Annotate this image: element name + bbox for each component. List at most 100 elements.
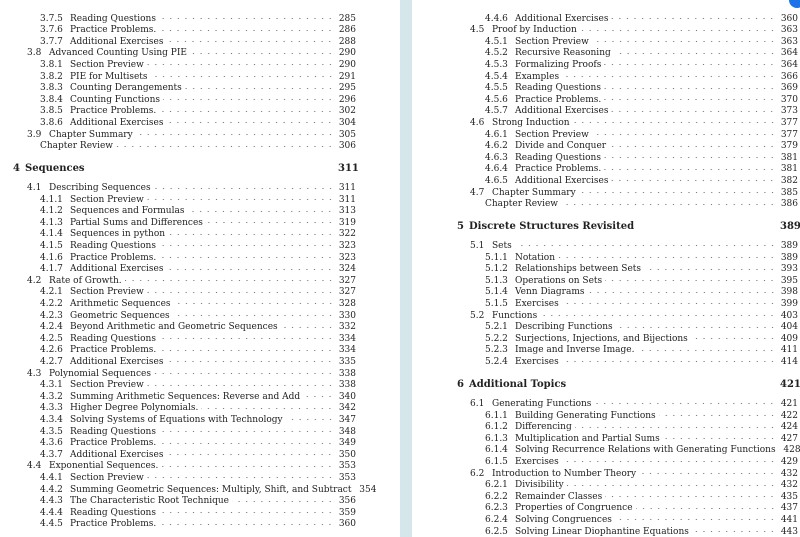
toc-subsection-entry[interactable]: 5.1.1 Notation 389 [412, 248, 798, 263]
toc-subsection-entry[interactable]: 4.5.4 Examples 366 [412, 66, 798, 82]
toc-subsection-entry[interactable]: 4.1.7 Additional Exercises 324 [0, 259, 356, 274]
entry-number: 5.1.1 [485, 252, 508, 263]
toc-subsection-entry[interactable]: 4.1.2 Sequences and Formulas 313 [0, 201, 356, 216]
toc-subsection-entry[interactable]: 3.8.1 Section Preview 290 [0, 55, 356, 70]
toc-section-entry[interactable]: 4.2 Rate of Growth. 327 [0, 271, 356, 286]
toc-subsection-entry[interactable]: 4.5.1 Section Preview 363 [412, 32, 798, 47]
toc-section-entry[interactable]: 4.4 Exponential Sequences. 353 [0, 456, 356, 471]
toc-subsection-entry[interactable]: 4.2.3 Geometric Sequences 330 [0, 306, 356, 321]
toc-subsection-entry[interactable]: 3.7.6 Practice Problems. 286 [0, 20, 356, 35]
toc-subsection-entry[interactable]: 4.4.5 Practice Problems. 360 [0, 514, 356, 529]
toc-subsection-entry[interactable]: 5.1.4 Venn Diagrams 398 [412, 282, 798, 297]
dot-leader [562, 66, 776, 79]
toc-section-entry[interactable]: 4.5 Proof by Induction 363 [412, 20, 798, 35]
toc-chapter-review-entry[interactable]: Chapter Review 306 [0, 136, 356, 151]
toc-subsection-entry[interactable]: 4.1.4 Sequences in python 322 [0, 224, 356, 239]
toc-subsection-entry[interactable]: 4.3.7 Additional Exercises 350 [0, 445, 356, 460]
toc-subsection-entry[interactable]: 6.2.3 Properties of Congruence 437 [412, 498, 798, 513]
toc-subsection-entry[interactable]: 6.2.4 Solving Congruences 441 [412, 510, 798, 525]
toc-subsection-entry[interactable]: 4.3.4 Solving Systems of Equations with T… [0, 410, 356, 425]
toc-subsection-entry[interactable]: 6.1.5 Exercises 429 [412, 452, 798, 467]
toc-subsection-entry[interactable]: 3.8.5 Practice Problems. 302 [0, 101, 356, 116]
entry-page-number: 360 [338, 519, 356, 530]
toc-subsection-entry[interactable]: 3.8.4 Counting Functions 296 [0, 90, 356, 105]
toc-subsection-entry[interactable]: 4.3.5 Reading Questions 348 [0, 421, 356, 437]
toc-subsection-entry[interactable]: 6.1.4 Solving Recurrence Relations with G… [412, 441, 800, 455]
toc-subsection-entry[interactable]: 4.1.5 Reading Questions 323 [0, 236, 356, 251]
entry-title: Solving Systems of Equations with Techno… [70, 414, 283, 425]
entry-page-number: 330 [338, 310, 356, 321]
toc-subsection-entry[interactable]: 4.2.4 Beyond Arithmetic and Geometric Seq… [0, 317, 356, 332]
toc-subsection-entry[interactable]: 4.3.6 Practice Problems. 349 [0, 433, 356, 448]
toc-section-entry[interactable]: 5.2 Functions 403 [412, 306, 798, 321]
toc-subsection-entry[interactable]: 4.5.3 Formalizing Proofs 364 [412, 55, 798, 70]
pdf-page-left: 3.7.5 Reading Questions 285 3.7.6 Practice P… [0, 0, 400, 537]
toc-section-entry[interactable]: 3.9 Chapter Summary 305 [0, 124, 356, 140]
toc-subsection-entry[interactable]: 5.1.5 Exercises 399 [412, 294, 798, 309]
toc-section-entry[interactable]: 5.1 Sets 389 [412, 236, 798, 251]
toc-subsection-entry[interactable]: 4.3.1 Section Preview 338 [0, 375, 356, 390]
toc-subsection-entry[interactable]: 4.6.1 Section Preview 377 [412, 124, 798, 140]
toc-subsection-entry[interactable]: 4.4.6 Additional Exercises 360 [412, 9, 798, 24]
floating-action-button[interactable] [789, 0, 800, 8]
toc-subsection-entry[interactable]: 4.3.3 Higher Degree Polynomials. 342 [0, 398, 356, 413]
toc-section-entry[interactable]: 3.8 Advanced Counting Using PIE 290 [0, 43, 356, 58]
toc-subsection-entry[interactable]: 3.7.7 Additional Exercises 288 [0, 32, 356, 47]
toc-section-entry[interactable]: 4.1 Describing Sequences 311 [0, 178, 356, 193]
entry-number: 4.5.5 [485, 83, 508, 94]
toc-subsection-entry[interactable]: 4.5.5 Reading Questions 369 [412, 78, 798, 93]
toc-subsection-entry[interactable]: 3.8.6 Additional Exercises 304 [0, 113, 356, 128]
toc-chapter-entry[interactable]: 4 Sequences 311 [0, 160, 359, 174]
toc-subsection-entry[interactable]: 5.2.3 Image and Inverse Image. 411 [412, 340, 798, 355]
toc-subsection-entry[interactable]: 4.6.2 Divide and Conquer 379 [412, 136, 798, 151]
toc-subsection-entry[interactable]: 4.6.4 Practice Problems. 381 [412, 159, 798, 174]
toc-subsection-entry[interactable]: 4.2.5 Reading Questions 334 [0, 329, 356, 344]
toc-subsection-entry[interactable]: 4.2.1 Section Preview 327 [0, 282, 356, 297]
entry-number: 4.5.2 [485, 48, 508, 59]
toc-subsection-entry[interactable]: 3.8.2 PIE for Multisets 291 [0, 66, 356, 82]
dot-leader [303, 387, 334, 399]
toc-subsection-entry[interactable]: 4.2.2 Arithmetic Sequences 328 [0, 294, 356, 309]
toc-subsection-entry[interactable]: 4.4.4 Reading Questions 359 [0, 503, 356, 518]
toc-subsection-entry[interactable]: 5.2.1 Describing Functions 404 [412, 317, 798, 332]
dot-leader [611, 101, 776, 114]
toc-subsection-entry[interactable]: 4.6.3 Reading Questions 381 [412, 148, 798, 163]
toc-subsection-entry[interactable]: 4.1.3 Partial Sums and Differences 319 [0, 213, 356, 228]
toc-subsection-entry[interactable]: 4.4.2 Summing Geometric Sequences: Multip… [0, 480, 376, 495]
toc-subsection-entry[interactable]: 4.4.3 The Characteristic Root Technique 35… [0, 491, 356, 506]
toc-subsection-entry[interactable]: 4.5.7 Additional Exercises 373 [412, 101, 798, 116]
toc-subsection-entry[interactable]: 4.2.7 Additional Exercises 335 [0, 352, 356, 367]
entry-page-number: 349 [338, 438, 356, 449]
toc-section-entry[interactable]: 6.1 Generating Functions 421 [412, 394, 798, 409]
toc-chapter-entry[interactable]: 5 Discrete Structures Revisited 389 [412, 217, 800, 232]
dot-leader [166, 259, 334, 272]
toc-subsection-entry[interactable]: 6.2.1 Divisibility 432 [412, 475, 798, 490]
toc-section-entry[interactable]: 4.6 Strong Induction 377 [412, 113, 798, 128]
toc-subsection-entry[interactable]: 4.5.2 Recursive Reasoning 364 [412, 43, 798, 58]
entry-title: Discrete Structures Revisited [469, 221, 635, 233]
toc-subsection-entry[interactable]: 4.2.6 Practice Problems. 334 [0, 340, 356, 355]
toc-subsection-entry[interactable]: 6.1.2 Differencing 424 [412, 417, 798, 432]
toc-section-entry[interactable]: 6.2 Introduction to Number Theory 432 [412, 463, 798, 479]
toc-subsection-entry[interactable]: 3.8.3 Counting Derangements 295 [0, 78, 356, 93]
toc-subsection-entry[interactable]: 3.7.5 Reading Questions 285 [0, 9, 356, 24]
toc-subsection-entry[interactable]: 4.6.5 Additional Exercises 382 [412, 171, 798, 186]
toc-subsection-entry[interactable]: 5.2.2 Surjections, Injections, and Biject… [412, 329, 798, 344]
toc-subsection-entry[interactable]: 5.1.3 Operations on Sets 395 [412, 271, 798, 286]
toc-subsection-entry[interactable]: 4.4.1 Section Preview 353 [0, 468, 356, 483]
toc-chapter-entry[interactable]: 6 Additional Topics 421 [412, 375, 800, 390]
toc-subsection-entry[interactable]: 4.1.6 Practice Problems. 323 [0, 248, 356, 263]
toc-chapter-review-entry[interactable]: Chapter Review 386 [412, 194, 798, 209]
toc-subsection-entry[interactable]: 5.1.2 Relationships between Sets 393 [412, 259, 798, 274]
entry-number: 5.2.2 [485, 333, 508, 344]
toc-section-entry[interactable]: 4.7 Chapter Summary 385 [412, 182, 798, 198]
toc-section-entry[interactable]: 4.3 Polynomial Sequences 338 [0, 364, 356, 379]
toc-subsection-entry[interactable]: 6.1.3 Multiplication and Partial Sums 427 [412, 429, 798, 444]
toc-subsection-entry[interactable]: 6.1.1 Building Generating Functions 422 [412, 405, 798, 421]
toc-subsection-entry[interactable]: 5.2.4 Exercises 414 [412, 352, 798, 367]
toc-subsection-entry[interactable]: 4.5.6 Practice Problems. 370 [412, 90, 798, 105]
toc-subsection-entry[interactable]: 6.2.2 Remainder Classes 435 [412, 487, 798, 502]
toc-subsection-entry[interactable]: 4.1.1 Section Preview 311 [0, 190, 356, 205]
toc-subsection-entry[interactable]: 6.2.5 Solving Linear Diophantine Equation… [412, 521, 798, 537]
toc-subsection-entry[interactable]: 4.3.2 Summing Arithmetic Sequences: Rever… [0, 387, 356, 402]
